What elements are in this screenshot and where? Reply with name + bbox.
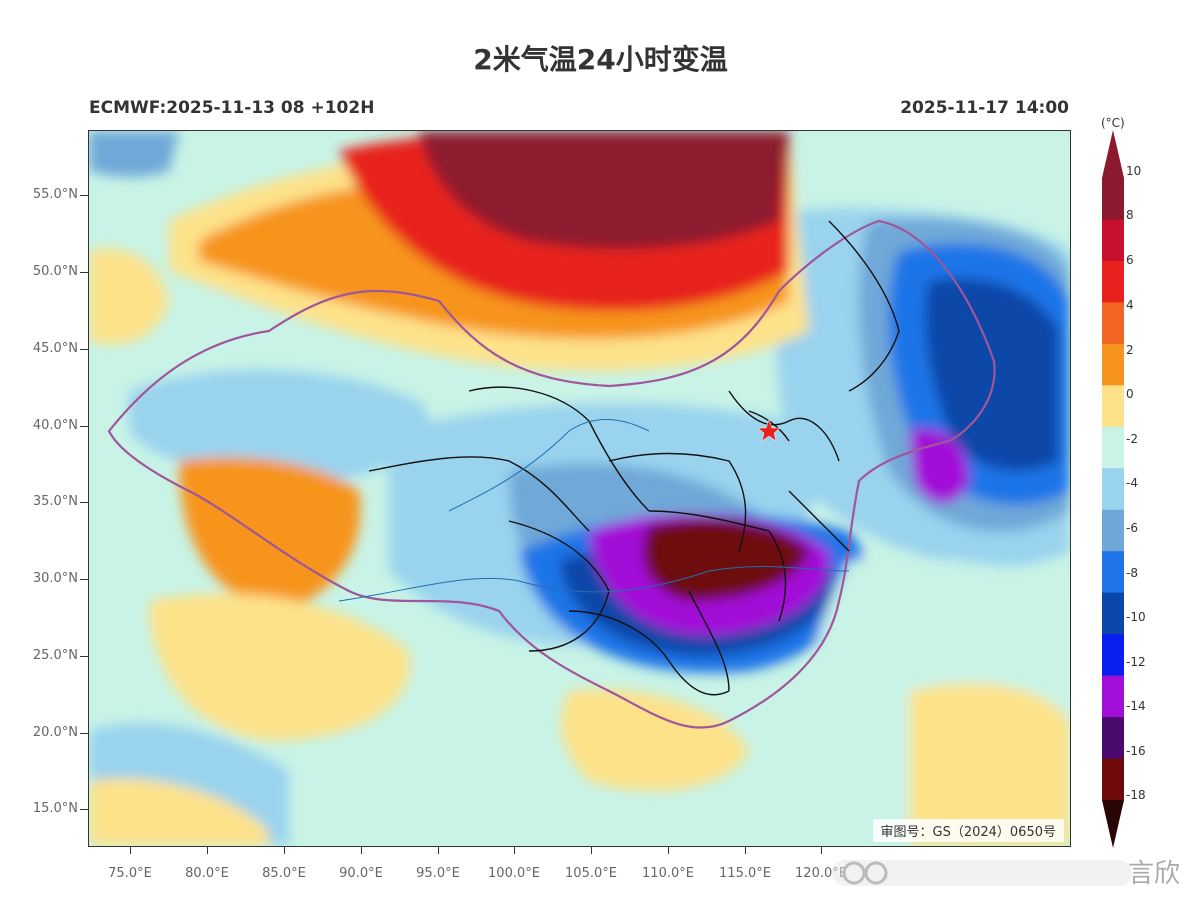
lon-tick	[514, 846, 515, 854]
lon-tick	[745, 846, 746, 854]
map-review-number: 审图号：GS（2024）0650号	[872, 819, 1064, 842]
lon-tick	[591, 846, 592, 854]
lon-tick	[668, 846, 669, 854]
colorbar-band	[1102, 219, 1124, 262]
lon-label-105: 105.0°E	[565, 866, 617, 881]
lat-label-45: 45.0°N	[32, 341, 78, 356]
colorbar-label: -10	[1126, 610, 1146, 624]
colorbar-band	[1102, 426, 1124, 469]
lon-label-85: 85.0°E	[262, 866, 306, 881]
lat-label-30: 30.0°N	[32, 571, 78, 586]
colorbar-label: -6	[1126, 521, 1138, 535]
lat-tick	[80, 426, 88, 427]
lat-tick	[80, 579, 88, 580]
field-contours	[89, 131, 1070, 846]
lat-label-20: 20.0°N	[32, 725, 78, 740]
colorbar-band	[1102, 302, 1124, 345]
lat-label-50: 50.0°N	[32, 264, 78, 279]
lon-tick	[438, 846, 439, 854]
colorbar-top-arrow	[1102, 130, 1124, 178]
colorbar-band	[1102, 758, 1124, 801]
country-border	[107, 219, 996, 729]
colorbar-label: 10	[1126, 164, 1142, 178]
colorbar-label: 6	[1126, 253, 1134, 267]
colorbar-bottom-arrow	[1102, 800, 1124, 848]
colorbar-band	[1102, 551, 1124, 594]
colorbar-label: -4	[1126, 476, 1138, 490]
lat-tick	[80, 272, 88, 273]
colorbar-band	[1102, 468, 1124, 511]
colorbar-band	[1102, 343, 1124, 386]
colorbar-label: 8	[1126, 208, 1134, 222]
colorbar-band	[1102, 592, 1124, 635]
lon-label-75: 75.0°E	[108, 866, 152, 881]
colorbar	[1102, 130, 1124, 848]
colorbar-band	[1102, 385, 1124, 428]
colorbar-band	[1102, 634, 1124, 677]
lat-tick	[80, 733, 88, 734]
watermark-text: 言欣	[1128, 859, 1181, 889]
chart-title: 2米气温24小时变温	[473, 43, 728, 76]
lat-label-25: 25.0°N	[32, 648, 78, 663]
colorbar-label: 2	[1126, 343, 1134, 357]
colorbar-unit: (°C)	[1101, 116, 1125, 130]
colorbar-label: -2	[1126, 432, 1138, 446]
colorbar-band	[1102, 260, 1124, 303]
valid-time-label: 2025-11-17 14:00	[900, 98, 1069, 118]
watermark-graphic	[832, 860, 1132, 886]
lon-label-80: 80.0°E	[185, 866, 229, 881]
temperature-change-map	[89, 131, 1070, 846]
lon-tick	[361, 846, 362, 854]
lat-label-35: 35.0°N	[32, 494, 78, 509]
lon-tick	[207, 846, 208, 854]
lon-label-115: 115.0°E	[719, 866, 771, 881]
rivers	[338, 418, 850, 602]
lat-tick	[80, 195, 88, 196]
colorbar-label: -14	[1126, 699, 1146, 713]
colorbar-band	[1102, 509, 1124, 552]
model-run-label: ECMWF:2025-11-13 08 +102H	[89, 98, 375, 118]
colorbar-label: 0	[1126, 387, 1134, 401]
lon-label-100: 100.0°E	[488, 866, 540, 881]
lat-tick	[80, 656, 88, 657]
colorbar-label: 4	[1126, 298, 1134, 312]
lon-label-110: 110.0°E	[642, 866, 694, 881]
colorbar-label: -18	[1126, 788, 1146, 802]
province-borders	[368, 220, 900, 696]
colorbar-band	[1102, 178, 1124, 220]
lon-tick	[284, 846, 285, 854]
lon-tick	[130, 846, 131, 854]
lon-label-95: 95.0°E	[416, 866, 460, 881]
lat-label-15: 15.0°N	[32, 801, 78, 816]
lat-label-40: 40.0°N	[32, 418, 78, 433]
colorbar-band	[1102, 675, 1124, 718]
map-panel: 审图号：GS（2024）0650号	[88, 130, 1071, 847]
lat-tick	[80, 809, 88, 810]
colorbar-band	[1102, 717, 1124, 760]
lat-tick	[80, 502, 88, 503]
lon-label-90: 90.0°E	[339, 866, 383, 881]
lat-tick	[80, 349, 88, 350]
colorbar-label: -12	[1126, 655, 1146, 669]
colorbar-label: -16	[1126, 744, 1146, 758]
colorbar-label: -8	[1126, 566, 1138, 580]
lat-label-55: 55.0°N	[32, 187, 78, 202]
lon-tick	[821, 846, 822, 854]
red-star-icon	[757, 419, 781, 442]
